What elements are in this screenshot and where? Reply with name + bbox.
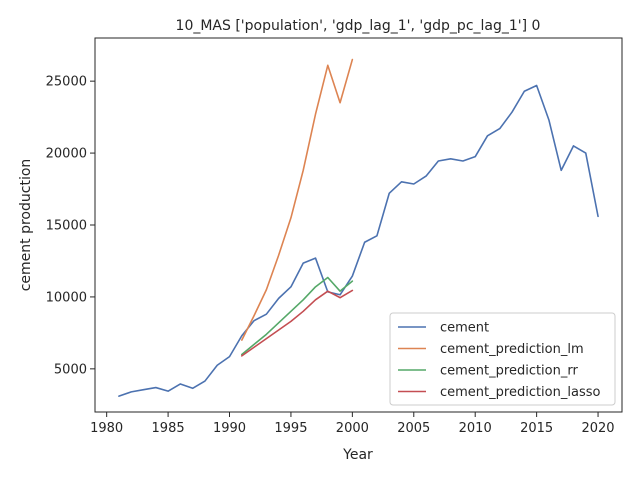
legend-label: cement_prediction_rr (440, 364, 578, 379)
y-tick-label: 15000 (46, 219, 87, 234)
y-tick-label: 10000 (46, 290, 87, 305)
legend-label: cement_prediction_lm (440, 342, 584, 357)
legend-box (389, 312, 616, 406)
y-axis: 5000 10000 15000 20000 25000 (46, 75, 95, 377)
x-axis: 1980 1985 1990 1995 2000 2005 2010 2015 2020 (90, 412, 615, 436)
x-tick-label: 1985 (152, 421, 185, 436)
x-tick-label: 1995 (274, 421, 307, 436)
plot-series (118, 58, 599, 397)
y-axis-label: cement production (18, 159, 34, 292)
legend-label: cement (440, 321, 489, 336)
series-line-cement_prediction_rr (241, 276, 354, 356)
y-tick-label: 25000 (46, 75, 87, 90)
legend: cement cement_prediction_lm cement_predict… (389, 312, 616, 406)
x-tick-label: 2020 (581, 421, 614, 436)
y-tick-label: 5000 (54, 362, 87, 377)
series-line-cement (118, 84, 599, 397)
chart-title: 10_MAS ['population', 'gdp_lag_1', 'gdp_… (176, 18, 541, 34)
x-axis-label: Year (342, 447, 373, 463)
x-tick-label: 2005 (397, 421, 430, 436)
x-tick-label: 2015 (520, 421, 553, 436)
series-line-cement_prediction_lm (241, 58, 354, 341)
x-tick-label: 1990 (213, 421, 246, 436)
x-tick-label: 2010 (459, 421, 492, 436)
y-tick-label: 20000 (46, 147, 87, 162)
legend-label: cement_prediction_lasso (440, 385, 600, 400)
x-tick-label: 2000 (336, 421, 369, 436)
series-line-cement_prediction_lasso (241, 289, 354, 357)
x-tick-label: 1980 (90, 421, 123, 436)
